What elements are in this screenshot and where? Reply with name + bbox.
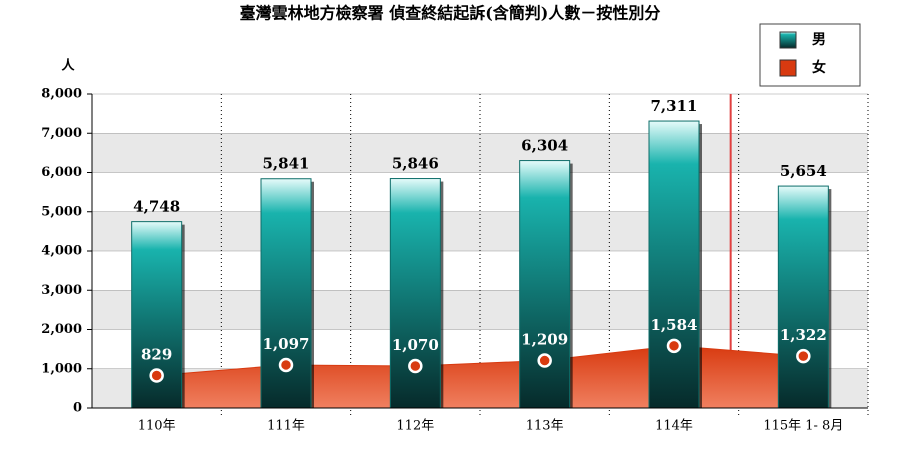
female-marker (796, 348, 811, 364)
grid-band (92, 290, 868, 330)
female-marker (149, 368, 164, 383)
y-tick-label: 4,000 (41, 244, 82, 259)
y-tick-label: 3,000 (41, 283, 82, 298)
male-bar (389, 178, 441, 409)
x-tick-label: 112年 (396, 419, 434, 434)
male-bar (260, 178, 312, 409)
male-value-label: 5,846 (392, 155, 439, 173)
y-tick-label: 1,000 (41, 361, 82, 376)
y-tick-label: 8,000 (41, 87, 82, 102)
grid-band (92, 211, 868, 251)
female-value-label: 1,584 (651, 316, 698, 334)
x-tick-label: 113年 (526, 419, 564, 434)
y-tick-label: 5,000 (41, 204, 82, 219)
female-value-label: 1,097 (263, 335, 310, 353)
male-value-label: 5,654 (780, 162, 827, 180)
grid-band (92, 133, 868, 173)
male-value-label: 6,304 (521, 137, 568, 155)
x-tick-label: 110年 (138, 419, 176, 434)
female-marker (537, 353, 552, 368)
female-value-label: 829 (141, 345, 172, 363)
female-marker (408, 358, 423, 374)
female-area (156, 345, 804, 409)
male-value-label: 5,841 (263, 155, 310, 173)
chart-title: 臺灣雲林地方檢察署 偵查終結起訴(含簡判)人數－按性別分 (240, 4, 661, 23)
plot-area (87, 93, 869, 416)
y-tick-label: 7,000 (41, 126, 82, 141)
x-tick-label: 114年 (655, 419, 693, 434)
male-value-label: 4,748 (133, 198, 180, 216)
legend-swatch (779, 59, 797, 77)
female-value-label: 1,209 (521, 331, 568, 349)
female-marker (278, 357, 294, 373)
x-tick-label: 111年 (267, 419, 305, 434)
y-axis-label: 人 (61, 58, 75, 74)
y-tick-label: 2,000 (41, 322, 82, 337)
legend-label: 男 (812, 32, 826, 48)
female-value-label: 1,322 (780, 326, 827, 344)
male-value-label: 7,311 (651, 97, 698, 115)
male-bar (777, 185, 829, 409)
male-bar (519, 160, 571, 409)
male-bar (648, 120, 700, 409)
female-marker (666, 338, 682, 354)
y-tick-label: 0 (73, 401, 82, 416)
legend-label: 女 (812, 59, 826, 76)
legend-swatch (779, 31, 797, 49)
legend-box (759, 23, 861, 87)
x-tick-label: 115年 1- 8月 (763, 419, 843, 434)
y-tick-label: 6,000 (41, 165, 82, 180)
female-value-label: 1,070 (392, 336, 439, 354)
